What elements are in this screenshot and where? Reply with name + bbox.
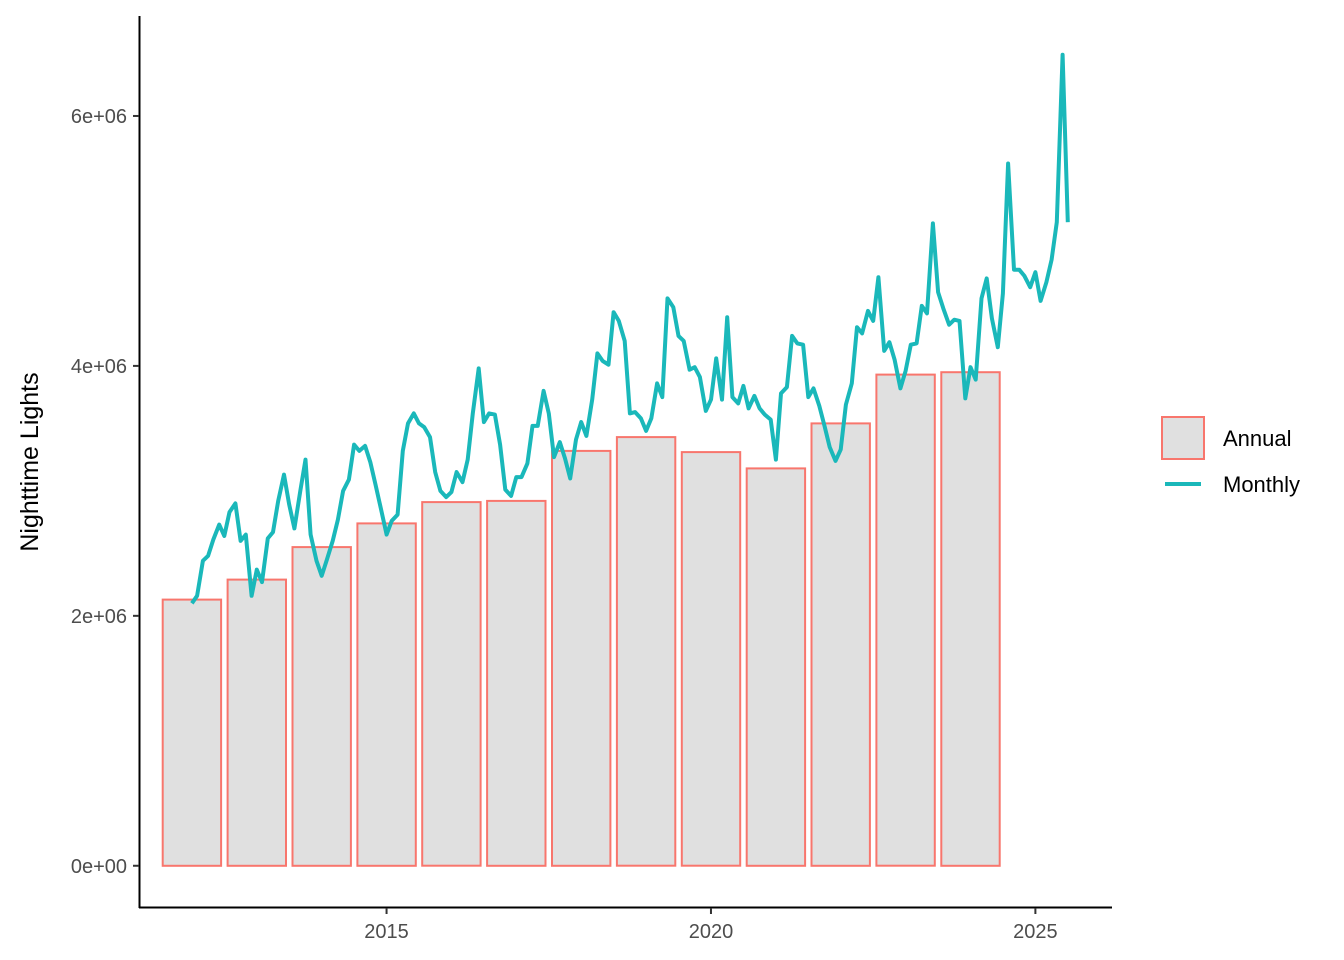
monthly-line-layer [190,52,1070,605]
annual-bar-2016 [421,501,482,867]
annual-bar-2014 [291,546,352,867]
y-tick-label: 2e+06 [71,606,127,628]
annual-bars [161,371,1001,867]
annual-bar-2022 [810,422,871,867]
annual-bar-2012 [161,598,223,867]
x-tick-label: 2020 [689,921,734,943]
annual-bar-2017 [486,499,547,867]
annual-bar-2013 [226,578,288,867]
axes [138,16,1112,909]
y-tick-label: 6e+06 [71,106,127,128]
legend-label-annual: Annual [1223,426,1292,451]
x-tick-label: 2015 [364,921,409,943]
legend-label-monthly: Monthly [1223,472,1300,497]
annual-bar-2015 [356,522,417,867]
annual-bar-2018 [551,449,612,867]
x-tick-label: 2025 [1013,921,1058,943]
monthly-line [190,52,1070,605]
annual-bar-2023 [875,373,936,867]
annual-bar-2021 [745,467,807,867]
y-axis-title: Nighttime Lights [16,372,44,551]
tick-labels: 0e+00 2e+06 4e+06 6e+06 2015 2020 2025 [71,106,1058,943]
y-tick-label: 0e+00 [71,856,127,878]
legend-key-annual [1161,416,1205,460]
annual-bar-2020 [680,451,742,867]
annual-bar-2019 [615,436,677,867]
legend: Annual Monthly [1161,416,1300,497]
annual-bar-2024 [940,371,1001,867]
y-tick-label: 4e+06 [71,356,127,378]
